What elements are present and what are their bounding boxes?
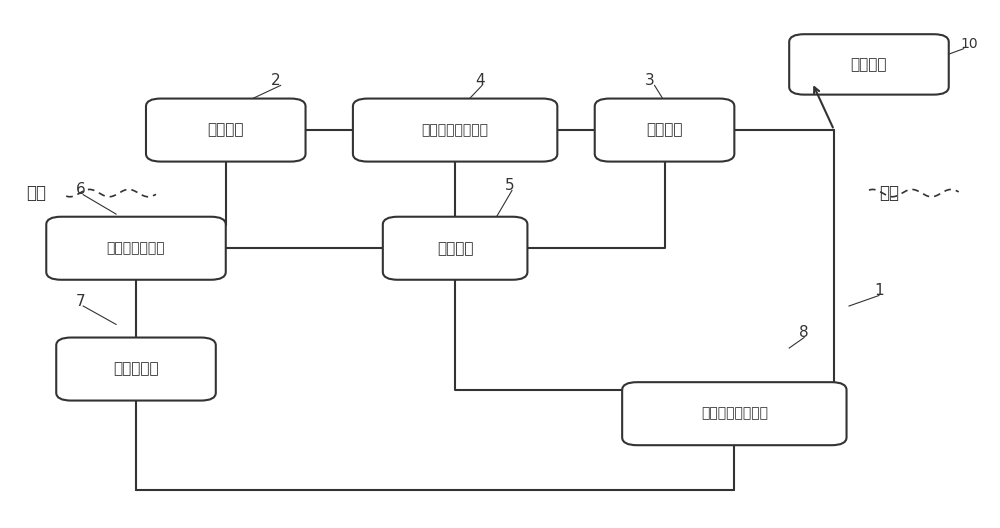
Text: 6: 6 xyxy=(76,182,86,197)
FancyBboxPatch shape xyxy=(383,216,527,280)
Text: 5: 5 xyxy=(505,178,515,193)
FancyBboxPatch shape xyxy=(353,99,557,162)
FancyBboxPatch shape xyxy=(46,216,226,280)
Text: 3: 3 xyxy=(645,73,654,88)
Text: 10: 10 xyxy=(961,37,978,51)
Text: 浮动载体: 浮动载体 xyxy=(851,57,887,72)
Text: 水面: 水面 xyxy=(26,184,46,202)
FancyBboxPatch shape xyxy=(789,34,949,95)
FancyBboxPatch shape xyxy=(146,99,306,162)
Text: 1: 1 xyxy=(874,283,884,298)
Text: 水面: 水面 xyxy=(879,184,899,202)
Text: 无线信号收发系统: 无线信号收发系统 xyxy=(422,123,489,137)
Text: 2: 2 xyxy=(271,73,280,88)
FancyBboxPatch shape xyxy=(622,382,847,445)
Text: 机械动力推进系统: 机械动力推进系统 xyxy=(701,407,768,421)
Text: 定位系统: 定位系统 xyxy=(646,122,683,138)
Text: 实时水藻检测仪: 实时水藻检测仪 xyxy=(107,241,165,255)
FancyBboxPatch shape xyxy=(56,337,216,401)
Text: 控制系统: 控制系统 xyxy=(437,241,473,256)
Text: 超声波系统: 超声波系统 xyxy=(113,362,159,376)
FancyBboxPatch shape xyxy=(595,99,734,162)
Text: 4: 4 xyxy=(475,73,485,88)
Text: 7: 7 xyxy=(76,294,86,309)
Text: 供电系统: 供电系统 xyxy=(208,122,244,138)
Text: 8: 8 xyxy=(799,325,809,340)
